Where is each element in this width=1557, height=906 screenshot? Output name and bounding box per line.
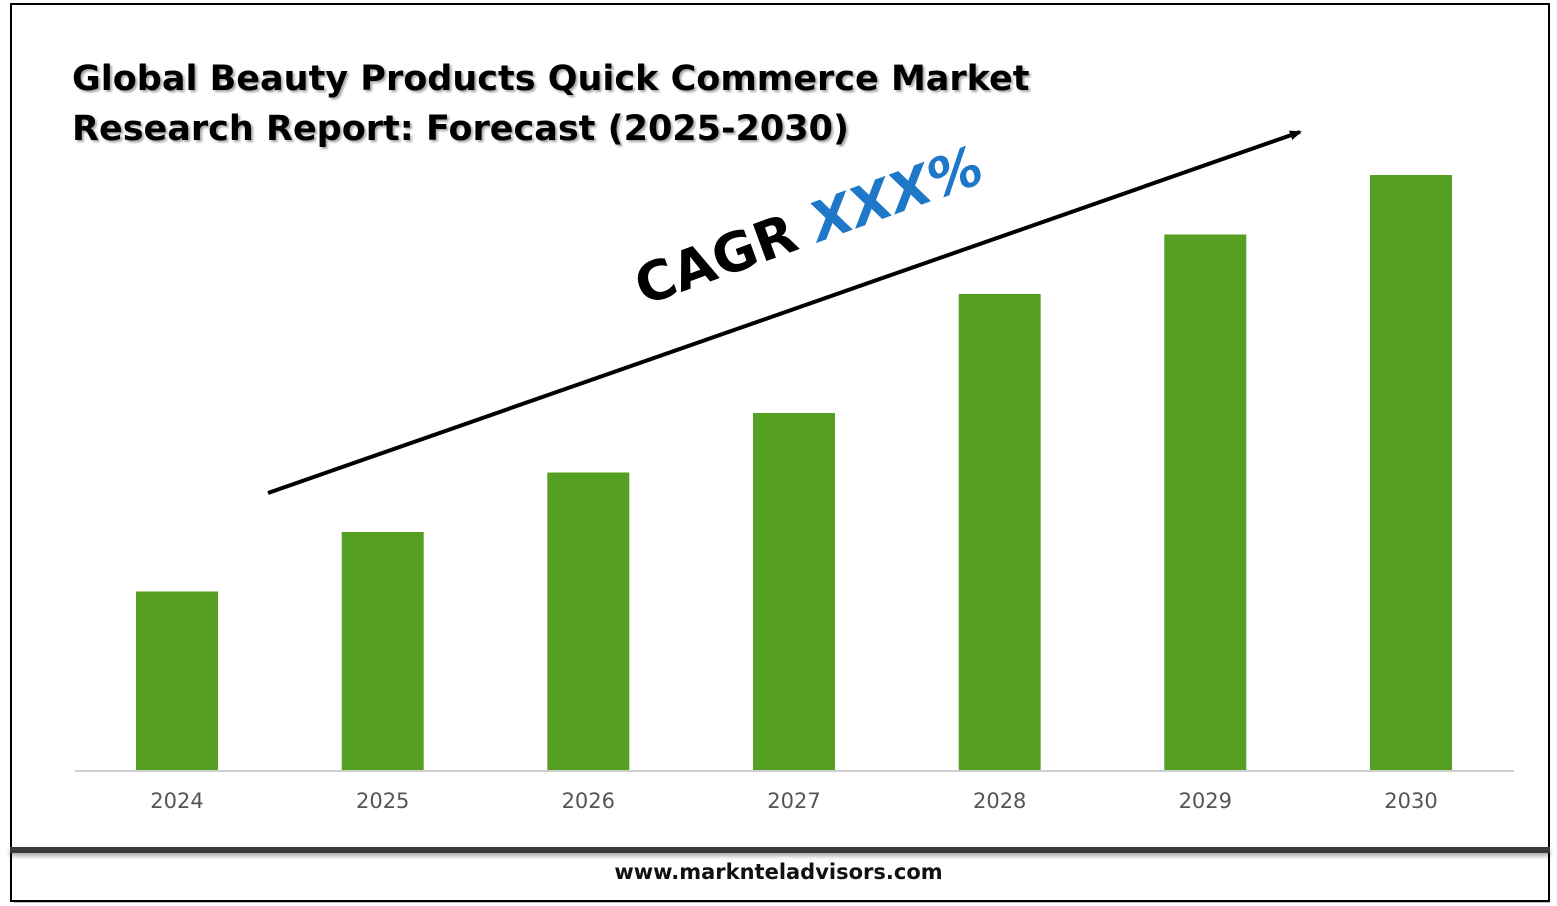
- x-tick-label-2030: 2030: [1384, 789, 1437, 813]
- bar-2025: [341, 532, 424, 770]
- footer-website: www.marknteladvisors.com: [614, 860, 943, 884]
- bars-group: [136, 175, 1452, 770]
- bar-2028: [958, 294, 1041, 770]
- x-tick-label-2024: 2024: [150, 789, 203, 813]
- x-tick-label-2028: 2028: [973, 789, 1026, 813]
- bar-2029: [1164, 234, 1247, 770]
- x-tick-label-2026: 2026: [562, 789, 615, 813]
- bar-2026: [547, 472, 630, 770]
- chart-title: Global Beauty Products Quick Commerce Ma…: [72, 59, 1030, 149]
- bar-2027: [753, 413, 835, 770]
- bar-2024: [136, 591, 218, 770]
- x-tick-label-2025: 2025: [356, 789, 409, 813]
- x-tick-labels: 2024 2025 2026 2027 2028 2029 2030: [150, 789, 1437, 813]
- trend-arrow: [267, 130, 1302, 495]
- bar-2030: [1370, 175, 1452, 770]
- x-tick-label-2029: 2029: [1179, 789, 1232, 813]
- footer-divider: [10, 847, 1550, 853]
- x-tick-label-2027: 2027: [767, 789, 820, 813]
